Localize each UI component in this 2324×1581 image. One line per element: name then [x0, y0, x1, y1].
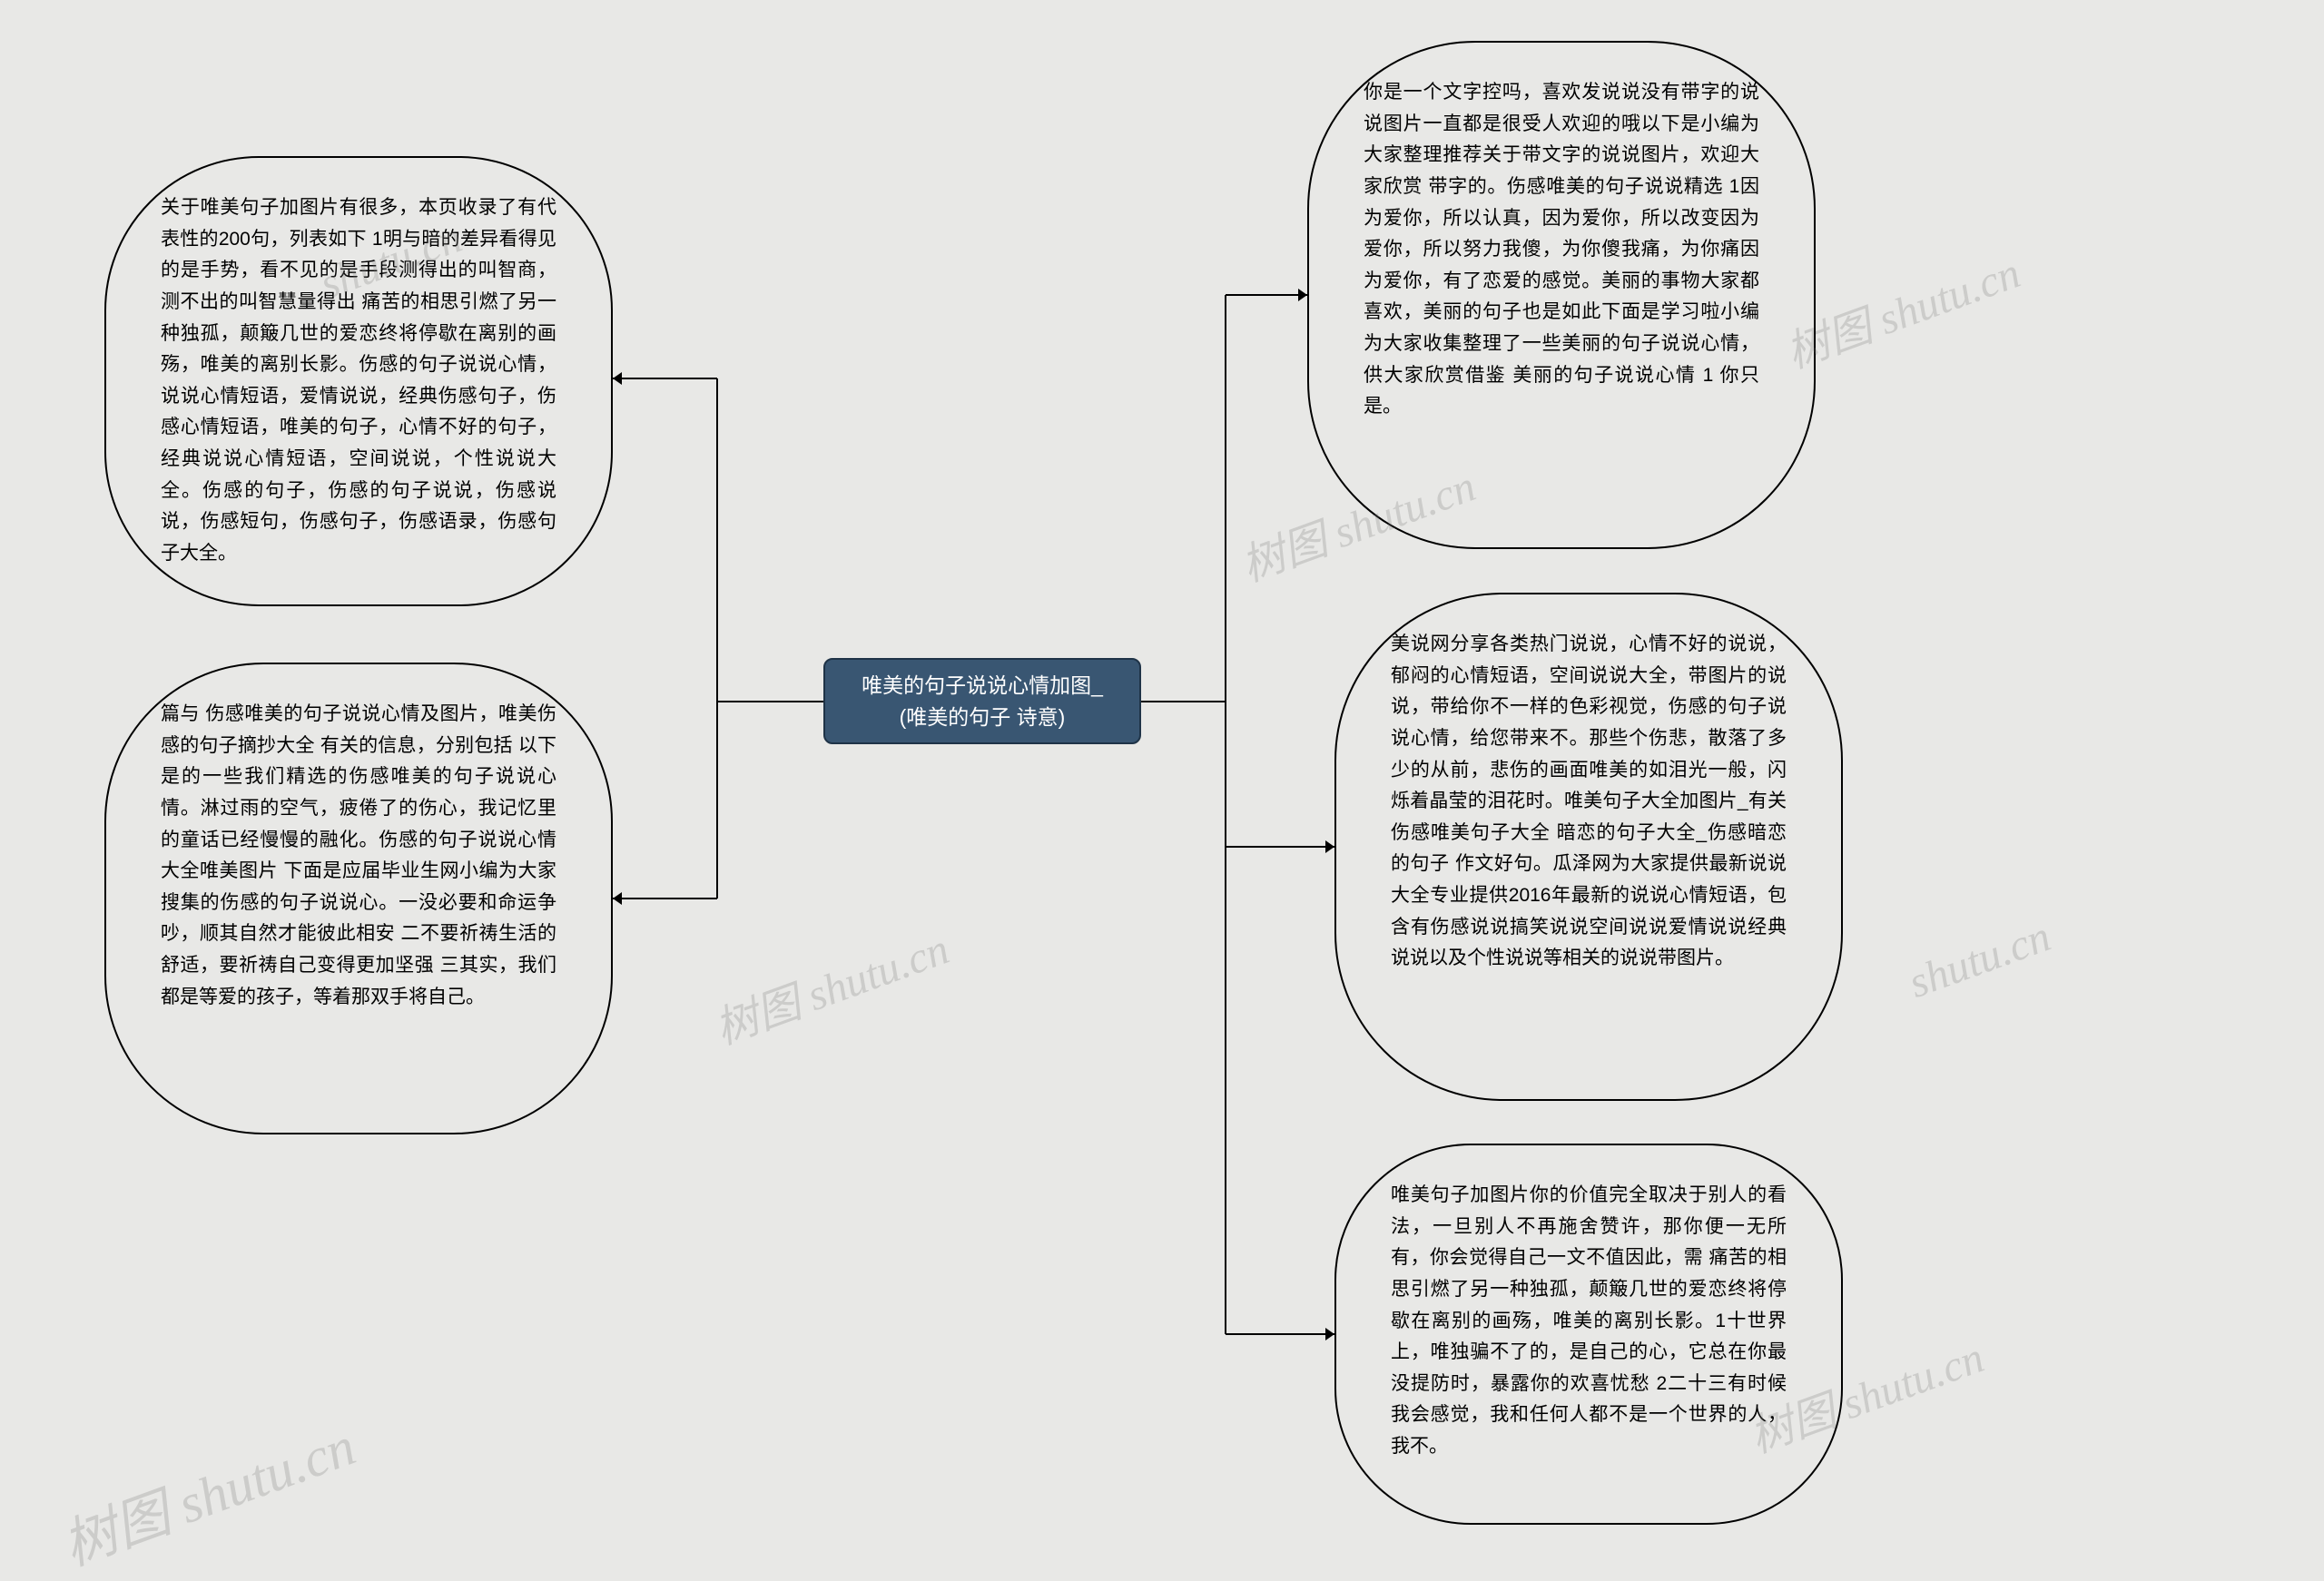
leaf-text: 你是一个文字控吗，喜欢发说说没有带字的说说图片一直都是很受人欢迎的哦以下是小编为…: [1364, 82, 1759, 417]
leaf-right-3: 唯美句子加图片你的价值完全取决于别人的看法，一旦别人不再施舍赞许，那你便一无所有…: [1334, 1144, 1843, 1525]
leaf-right-1: 你是一个文字控吗，喜欢发说说没有带字的说说图片一直都是很受人欢迎的哦以下是小编为…: [1307, 41, 1816, 549]
leaf-left-1: 关于唯美句子加图片有很多，本页收录了有代表性的200句，列表如下 1明与暗的差异…: [104, 156, 613, 606]
leaf-text: 篇与 伤感唯美的句子说说心情及图片，唯美伤感的句子摘抄大全 有关的信息，分别包括…: [161, 703, 556, 1007]
watermark: shutu.cn: [1902, 911, 2056, 1008]
leaf-text: 唯美句子加图片你的价值完全取决于别人的看法，一旦别人不再施舍赞许，那你便一无所有…: [1391, 1184, 1787, 1457]
leaf-right-2: 美说网分享各类热门说说，心情不好的说说，郁闷的心情短语，空间说说大全，带图片的说…: [1334, 593, 1843, 1101]
mindmap-canvas: 唯美的句子说说心情加图_ (唯美的句子 诗意) 关于唯美句子加图片有很多，本页收…: [0, 0, 2324, 1538]
watermark: 树图 shutu.cn: [50, 1402, 364, 1581]
leaf-text: 美说网分享各类热门说说，心情不好的说说，郁闷的心情短语，空间说说大全，带图片的说…: [1391, 633, 1787, 968]
leaf-left-2: 篇与 伤感唯美的句子说说心情及图片，唯美伤感的句子摘抄大全 有关的信息，分别包括…: [104, 663, 613, 1134]
leaf-text: 关于唯美句子加图片有很多，本页收录了有代表性的200句，列表如下 1明与暗的差异…: [161, 197, 556, 564]
center-node-text: 唯美的句子说说心情加图_ (唯美的句子 诗意): [862, 670, 1103, 732]
center-node: 唯美的句子说说心情加图_ (唯美的句子 诗意): [823, 658, 1141, 744]
watermark: 树图 shutu.cn: [704, 913, 956, 1056]
